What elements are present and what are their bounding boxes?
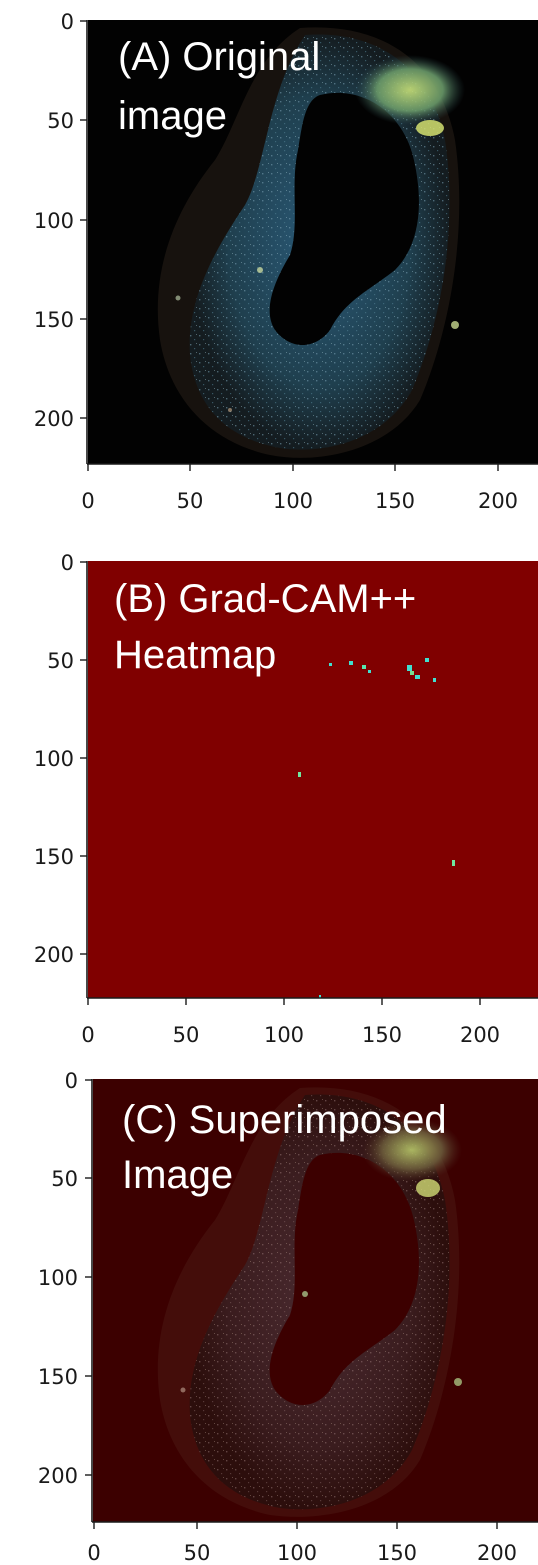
- x-tick-label: 100: [277, 1541, 317, 1565]
- panel-b-title-line2: Heatmap: [114, 633, 276, 677]
- panel-a: [88, 20, 538, 464]
- panel-c: [93, 1079, 538, 1522]
- y-tick-label: 100: [34, 747, 74, 771]
- y-tick-label: 150: [34, 845, 74, 869]
- x-tick-label: 150: [377, 1541, 417, 1565]
- x-tick-label: 50: [184, 1541, 211, 1565]
- panel-c-label: (C) Superimposed Image: [122, 1098, 447, 1197]
- panel-b-axes: 0 50 100 150 200 0 50 100 150 200: [34, 551, 538, 1047]
- panel-c-y-ticks: 0 50 100 150 200: [38, 1069, 92, 1488]
- panel-a-title-line2: image: [118, 94, 227, 138]
- x-tick-label: 100: [273, 489, 313, 513]
- panel-a-y-ticks: 0 50 100 150 200: [34, 10, 87, 431]
- y-tick-label: 200: [34, 407, 74, 431]
- heatmap-hotspots: [298, 658, 455, 998]
- panel-b-x-ticks: 0 50 100 150 200: [81, 998, 500, 1047]
- x-tick-label: 150: [362, 1023, 402, 1047]
- y-tick-label: 200: [34, 943, 74, 967]
- panel-c-axes: 0 50 100 150 200 0 50 100 150 200: [38, 1069, 538, 1565]
- x-tick-label: 50: [177, 489, 204, 513]
- y-tick-label: 50: [51, 1167, 78, 1191]
- panel-b-y-ticks: 0 50 100 150 200: [34, 551, 87, 967]
- x-tick-label: 50: [173, 1023, 200, 1047]
- panel-a-title-line1: (A) Original: [118, 35, 320, 79]
- x-tick-label: 0: [81, 489, 94, 513]
- panel-b: [88, 561, 538, 998]
- y-tick-label: 0: [61, 551, 74, 575]
- y-tick-label: 50: [47, 109, 74, 133]
- panel-c-title-line2: Image: [122, 1153, 233, 1197]
- x-tick-label: 0: [87, 1541, 100, 1565]
- y-tick-label: 150: [34, 308, 74, 332]
- y-tick-label: 100: [34, 209, 74, 233]
- y-tick-label: 0: [61, 10, 74, 34]
- x-tick-label: 100: [264, 1023, 304, 1047]
- x-tick-label: 200: [460, 1023, 500, 1047]
- y-tick-label: 0: [65, 1069, 78, 1093]
- panel-c-x-ticks: 0 50 100 150 200: [87, 1522, 517, 1565]
- original-image-tissue: [157, 27, 465, 458]
- panel-a-label: (A) Original image: [118, 35, 320, 138]
- x-tick-label: 0: [81, 1023, 94, 1047]
- panel-c-title-line1: (C) Superimposed: [122, 1098, 447, 1142]
- superimposed-tissue: [157, 1087, 462, 1517]
- panel-a-axes: 0 50 100 150 200 0 50 100 150 200: [34, 10, 538, 513]
- y-tick-label: 100: [38, 1266, 78, 1290]
- panel-a-x-ticks: 0 50 100 150 200: [81, 464, 518, 513]
- panel-b-title-line1: (B) Grad-CAM++: [114, 577, 416, 621]
- y-tick-label: 200: [38, 1464, 78, 1488]
- heatmap-background: [88, 561, 538, 998]
- y-tick-label: 150: [38, 1365, 78, 1389]
- panel-b-label: (B) Grad-CAM++ Heatmap: [114, 577, 416, 677]
- y-tick-label: 50: [47, 649, 74, 673]
- x-tick-label: 200: [478, 489, 518, 513]
- x-tick-label: 200: [477, 1541, 517, 1565]
- x-tick-label: 150: [375, 489, 415, 513]
